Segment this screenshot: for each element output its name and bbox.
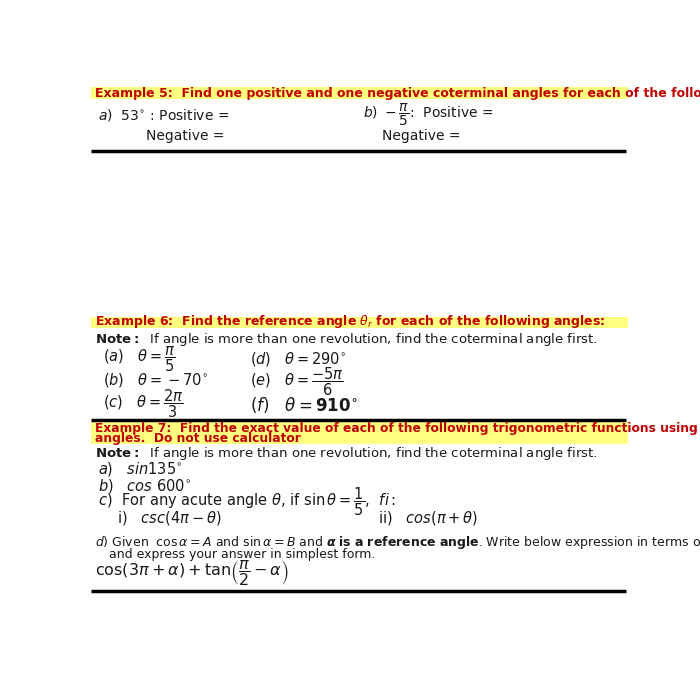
Text: Example 6:  Find the reference angle $\theta_r$ for each of the following angles: Example 6: Find the reference angle $\th… (95, 314, 606, 330)
FancyBboxPatch shape (92, 87, 628, 99)
Text: $b)$   $cos\ 600^{\circ}$: $b)$ $cos\ 600^{\circ}$ (98, 477, 192, 495)
Text: angles.  Do not use calculator: angles. Do not use calculator (95, 433, 301, 445)
Text: Example 5:  Find one positive and one negative coterminal angles for each of the: Example 5: Find one positive and one neg… (95, 87, 700, 99)
Text: $c)$  For any acute angle $\theta$, if $\sin\theta = \dfrac{1}{5}$,  $fi:$: $c)$ For any acute angle $\theta$, if $\… (98, 486, 396, 519)
Text: Negative =: Negative = (382, 129, 461, 143)
Text: and express your answer in simplest form.: and express your answer in simplest form… (109, 548, 376, 561)
Text: $\mathbf{Note:}$  If angle is more than one revolution, find the coterminal angl: $\mathbf{Note:}$ If angle is more than o… (95, 331, 598, 348)
Text: $\cos(3\pi + \alpha) + \tan\!\left(\dfrac{\pi}{2} - \alpha\right)$: $\cos(3\pi + \alpha) + \tan\!\left(\dfra… (95, 558, 289, 588)
Text: $(e)$   $\theta = \dfrac{-5\pi}{6}$: $(e)$ $\theta = \dfrac{-5\pi}{6}$ (251, 365, 344, 398)
Text: $(b)$   $\theta = -70^{\circ}$: $(b)$ $\theta = -70^{\circ}$ (103, 371, 208, 388)
Text: $(c)$   $\theta = \dfrac{2\pi}{3}$: $(c)$ $\theta = \dfrac{2\pi}{3}$ (103, 387, 183, 420)
Text: Example 7:  Find the exact value of each of the following trigonometric function: Example 7: Find the exact value of each … (95, 421, 700, 435)
Text: $\mathbf{Note:}$  If angle is more than one revolution, find the coterminal angl: $\mathbf{Note:}$ If angle is more than o… (95, 445, 598, 462)
FancyBboxPatch shape (92, 316, 628, 328)
Text: $b)\ -\dfrac{\pi}{5}$:  Positive =: $b)\ -\dfrac{\pi}{5}$: Positive = (363, 102, 493, 128)
Text: i)   $csc(4\pi - \theta)$: i) $csc(4\pi - \theta)$ (117, 510, 221, 527)
Text: $(d)$   $\theta = 290^{\circ}$: $(d)$ $\theta = 290^{\circ}$ (251, 350, 346, 368)
Text: $(f)$   $\theta = \mathbf{910^{\circ}}$: $(f)$ $\theta = \mathbf{910^{\circ}}$ (251, 395, 358, 415)
Text: $a)\ \ 53^{\circ}$ : Positive =: $a)\ \ 53^{\circ}$ : Positive = (98, 107, 230, 122)
Text: Negative =: Negative = (146, 129, 224, 143)
Text: $a)$   $sin135^{\circ}$: $a)$ $sin135^{\circ}$ (98, 460, 183, 478)
Text: $(a)$   $\theta = \dfrac{\pi}{5}$: $(a)$ $\theta = \dfrac{\pi}{5}$ (103, 344, 176, 374)
FancyBboxPatch shape (92, 422, 628, 444)
Text: ii)   $cos(\pi + \theta)$: ii) $cos(\pi + \theta)$ (378, 510, 478, 527)
Text: $d)$ Given  $\cos\alpha = A$ and $\sin\alpha = B$ and $\boldsymbol{\alpha}$ $\bf: $d)$ Given $\cos\alpha = A$ and $\sin\al… (95, 534, 700, 552)
